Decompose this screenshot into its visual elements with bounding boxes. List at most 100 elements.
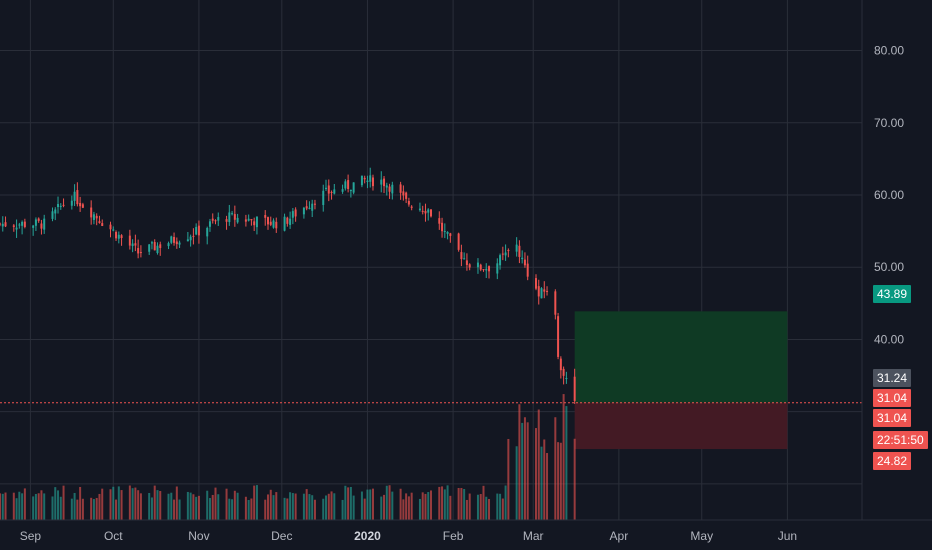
candle-body[interactable] <box>76 190 79 205</box>
candle-body[interactable] <box>438 218 441 224</box>
candle-body[interactable] <box>518 245 521 257</box>
candle-body[interactable] <box>341 189 344 192</box>
candle-body[interactable] <box>90 207 93 218</box>
candle-body[interactable] <box>54 209 57 214</box>
candle-body[interactable] <box>294 209 297 217</box>
candle-body[interactable] <box>272 220 275 228</box>
candle-body[interactable] <box>540 288 543 299</box>
candlesticks[interactable] <box>0 167 576 404</box>
candle-body[interactable] <box>424 210 427 214</box>
candle-body[interactable] <box>101 223 104 226</box>
candle-body[interactable] <box>543 289 546 292</box>
candle-body[interactable] <box>189 236 192 241</box>
candle-body[interactable] <box>59 205 62 207</box>
candle-body[interactable] <box>233 214 236 220</box>
candle-body[interactable] <box>153 242 156 251</box>
candle-body[interactable] <box>283 216 286 231</box>
candle-body[interactable] <box>112 229 115 231</box>
candle-body[interactable] <box>482 269 485 271</box>
candle-body[interactable] <box>175 241 178 245</box>
candle-body[interactable] <box>95 215 98 219</box>
candle-body[interactable] <box>206 227 209 237</box>
candle-body[interactable] <box>81 204 84 208</box>
candle-body[interactable] <box>70 200 73 206</box>
candle-body[interactable] <box>383 178 386 187</box>
candle-body[interactable] <box>225 219 228 222</box>
candle-body[interactable] <box>18 224 21 226</box>
candle-body[interactable] <box>325 187 328 190</box>
candle-body[interactable] <box>565 377 568 379</box>
candle-body[interactable] <box>463 258 466 260</box>
candle-body[interactable] <box>443 230 446 232</box>
candle-body[interactable] <box>266 217 269 225</box>
candle-body[interactable] <box>399 184 402 193</box>
candle-body[interactable] <box>34 219 37 226</box>
candle-body[interactable] <box>57 204 60 208</box>
candle-body[interactable] <box>507 250 510 252</box>
candle-body[interactable] <box>228 212 231 223</box>
candle-body[interactable] <box>120 235 123 239</box>
candle-body[interactable] <box>62 204 65 206</box>
candle-body[interactable] <box>170 236 173 243</box>
candle-body[interactable] <box>305 206 308 209</box>
candle-body[interactable] <box>515 244 518 252</box>
candle-body[interactable] <box>521 257 524 260</box>
candle-body[interactable] <box>430 209 432 217</box>
candle-body[interactable] <box>465 260 468 265</box>
candle-body[interactable] <box>214 220 217 222</box>
candle-body[interactable] <box>73 191 76 201</box>
candle-body[interactable] <box>131 243 134 247</box>
candle-body[interactable] <box>217 217 220 221</box>
candle-body[interactable] <box>291 211 294 218</box>
candle-body[interactable] <box>371 177 374 187</box>
candle-body[interactable] <box>264 215 267 218</box>
candle-body[interactable] <box>380 179 383 185</box>
candle-body[interactable] <box>148 244 151 252</box>
candle-body[interactable] <box>92 214 95 220</box>
candle-body[interactable] <box>330 191 333 193</box>
candle-body[interactable] <box>134 243 137 246</box>
candle-body[interactable] <box>349 189 352 192</box>
candle-body[interactable] <box>43 218 46 230</box>
candle-body[interactable] <box>352 182 355 193</box>
candle-body[interactable] <box>178 242 181 245</box>
candle-body[interactable] <box>117 234 120 239</box>
candle-body[interactable] <box>51 211 54 219</box>
candle-body[interactable] <box>1 223 4 227</box>
candle-body[interactable] <box>449 233 452 236</box>
candle-body[interactable] <box>236 217 239 223</box>
candle-body[interactable] <box>537 286 540 297</box>
candle-body[interactable] <box>269 221 272 225</box>
candle-body[interactable] <box>253 221 256 226</box>
candle-body[interactable] <box>208 221 211 227</box>
candle-body[interactable] <box>37 218 40 221</box>
candle-body[interactable] <box>499 255 502 266</box>
candle-body[interactable] <box>573 376 576 401</box>
candle-body[interactable] <box>347 180 350 189</box>
candle-body[interactable] <box>562 368 565 376</box>
candle-body[interactable] <box>546 290 549 292</box>
candle-body[interactable] <box>275 221 278 229</box>
candle-body[interactable] <box>360 175 363 186</box>
loss-zone[interactable] <box>574 402 788 450</box>
candle-body[interactable] <box>344 181 347 189</box>
time-axis[interactable]: Sep Oct Nov Dec 2020 Feb Mar Apr May Jun <box>20 529 797 543</box>
candle-body[interactable] <box>363 177 366 180</box>
candle-body[interactable] <box>418 208 421 211</box>
candle-body[interactable] <box>195 226 198 235</box>
candle-body[interactable] <box>441 222 444 232</box>
candle-body[interactable] <box>369 175 372 182</box>
candle-body[interactable] <box>388 186 391 192</box>
candle-body[interactable] <box>197 225 200 236</box>
candle-body[interactable] <box>302 207 305 215</box>
candle-body[interactable] <box>427 209 430 213</box>
candle-body[interactable] <box>385 185 388 188</box>
candle-body[interactable] <box>150 242 153 244</box>
candle-body[interactable] <box>12 225 15 227</box>
price-axis[interactable]: 80.00 70.00 60.00 50.00 40.00 <box>874 44 904 347</box>
candle-body[interactable] <box>476 262 479 268</box>
candle-body[interactable] <box>156 245 159 254</box>
candle-body[interactable] <box>559 358 562 371</box>
candle-body[interactable] <box>523 259 526 266</box>
candle-body[interactable] <box>311 203 314 211</box>
